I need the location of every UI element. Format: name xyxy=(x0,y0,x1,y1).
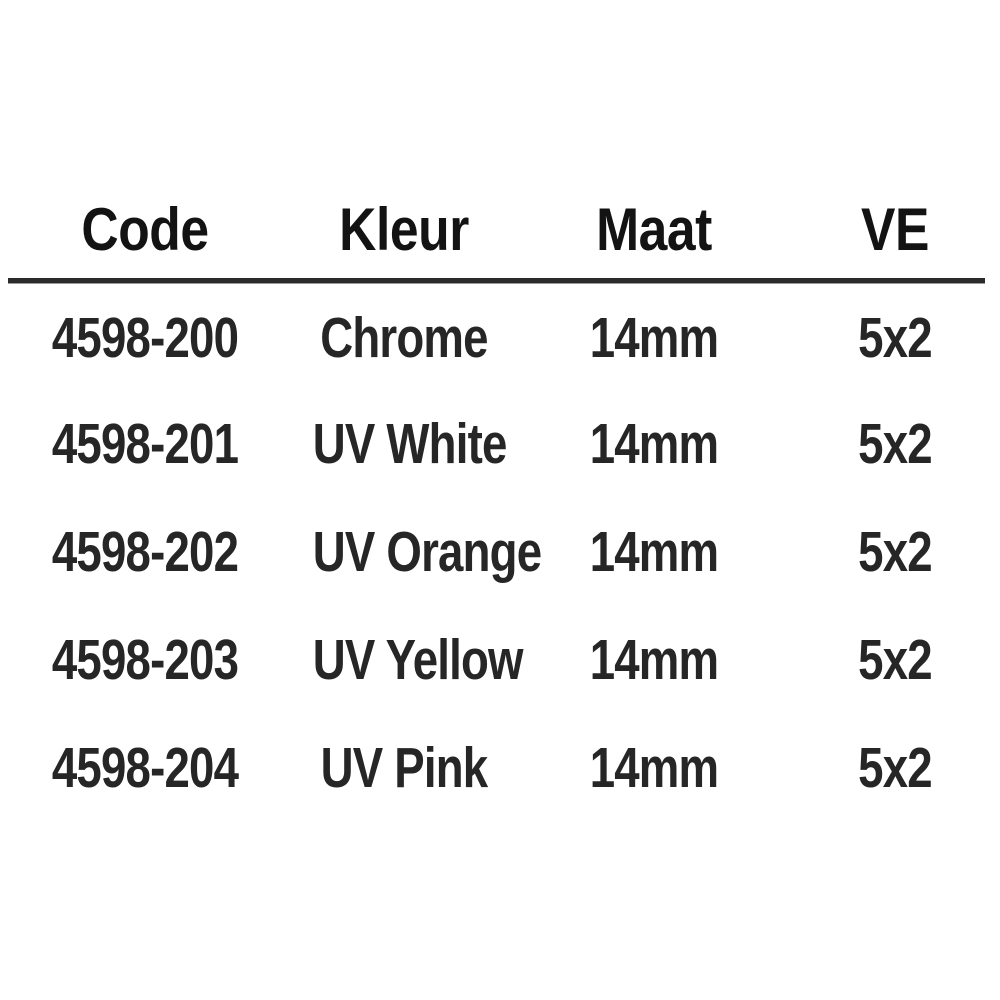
table-row: 4598-202 UV Orange 14mm 5x2 xyxy=(0,498,1000,606)
cell-code: 4598-204 xyxy=(51,735,239,800)
cell-maat: 14mm xyxy=(589,735,719,800)
cell-kleur: UV Yellow xyxy=(312,627,524,692)
column-header-kleur: Kleur xyxy=(339,195,469,263)
cell-code: 4598-200 xyxy=(51,305,239,370)
table-header-row: Code Kleur Maat VE xyxy=(0,183,1000,276)
cell-ve: 5x2 xyxy=(858,305,932,370)
table-body: 4598-200 Chrome 14mm 5x2 4598-201 UV Whi… xyxy=(0,286,1000,822)
column-header-code: Code xyxy=(81,195,209,263)
column-header-ve: VE xyxy=(861,195,929,263)
cell-ve: 5x2 xyxy=(858,519,932,584)
cell-code: 4598-202 xyxy=(51,519,239,584)
cell-maat: 14mm xyxy=(589,411,719,476)
table-row: 4598-200 Chrome 14mm 5x2 xyxy=(0,286,1000,390)
cell-maat: 14mm xyxy=(589,627,719,692)
table-row: 4598-203 UV Yellow 14mm 5x2 xyxy=(0,606,1000,714)
cell-kleur: UV Pink xyxy=(320,735,489,800)
cell-ve: 5x2 xyxy=(858,735,932,800)
cell-kleur: UV White xyxy=(312,411,508,476)
table-row: 4598-201 UV White 14mm 5x2 xyxy=(0,390,1000,498)
table-row: 4598-204 UV Pink 14mm 5x2 xyxy=(0,714,1000,822)
cell-maat: 14mm xyxy=(589,305,719,370)
table-header: Code Kleur Maat VE xyxy=(0,183,1000,286)
cell-maat: 14mm xyxy=(589,519,719,584)
header-divider xyxy=(8,278,985,284)
cell-kleur: UV Orange xyxy=(312,519,542,584)
column-header-maat: Maat xyxy=(596,195,712,263)
product-specification-table: Code Kleur Maat VE 4598-200 Chrome 14mm … xyxy=(0,183,1000,822)
cell-kleur: Chrome xyxy=(320,305,488,370)
cell-code: 4598-203 xyxy=(51,627,239,692)
header-rule-cell xyxy=(0,276,1000,286)
cell-ve: 5x2 xyxy=(858,627,932,692)
header-rule-row xyxy=(0,276,1000,286)
cell-ve: 5x2 xyxy=(858,411,932,476)
cell-code: 4598-201 xyxy=(51,411,239,476)
